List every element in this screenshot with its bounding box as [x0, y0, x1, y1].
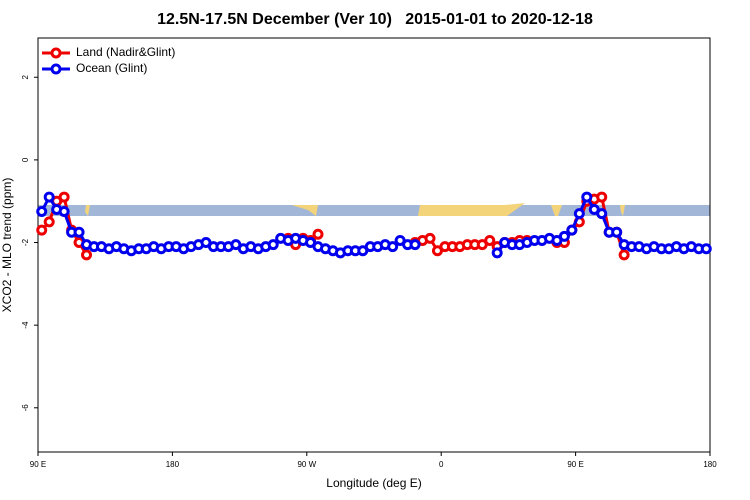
point	[312, 228, 324, 240]
point	[81, 249, 93, 261]
x-tick-label: 0	[439, 460, 444, 469]
point	[596, 191, 608, 203]
point	[596, 208, 608, 220]
point	[581, 191, 593, 203]
point	[611, 226, 623, 238]
point	[573, 208, 585, 220]
point	[43, 216, 55, 228]
legend-label: Land (Nadir&Glint)	[76, 45, 175, 59]
point	[36, 206, 48, 218]
y-tick-label: 0	[21, 157, 30, 162]
point	[484, 234, 496, 246]
point	[73, 226, 85, 238]
y-axis-label: XCO2 - MLO trend (ppm)	[0, 178, 14, 313]
point	[566, 224, 578, 236]
point	[409, 239, 421, 251]
x-tick-label: 180	[166, 460, 180, 469]
x-tick-label: 90 E	[567, 460, 583, 469]
point	[58, 206, 70, 218]
x-tick-label: 180	[703, 460, 717, 469]
x-tick-label: 90 W	[297, 460, 316, 469]
point	[618, 249, 630, 261]
point	[424, 232, 436, 244]
y-tick-label: 2	[21, 74, 30, 79]
chart-title: 12.5N-17.5N December (Ver 10) 2015-01-01…	[157, 11, 593, 28]
point	[491, 247, 503, 259]
legend-marker	[50, 63, 62, 75]
y-tick-label: -2	[21, 238, 30, 246]
point	[58, 191, 70, 203]
y-tick-label: -6	[21, 404, 30, 412]
point	[36, 224, 48, 236]
y-tick-label: -4	[21, 321, 30, 329]
point	[700, 243, 712, 255]
point	[387, 241, 399, 253]
map-strip	[38, 203, 710, 216]
point	[558, 230, 570, 242]
point	[43, 191, 55, 203]
x-tick-label: 90 E	[30, 460, 46, 469]
point	[267, 239, 279, 251]
legend-label: Ocean (Glint)	[76, 61, 147, 75]
x-axis-label: Longitude (deg E)	[326, 476, 421, 490]
legend-marker	[50, 47, 62, 59]
